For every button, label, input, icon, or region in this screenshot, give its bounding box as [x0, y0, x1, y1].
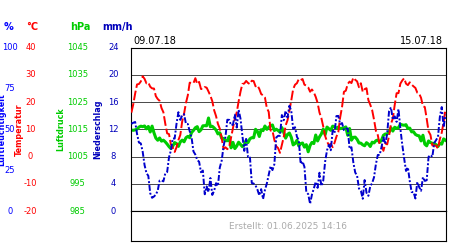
Text: mm/h: mm/h: [103, 22, 133, 32]
Text: °C: °C: [26, 22, 38, 32]
Text: 25: 25: [4, 166, 15, 175]
Text: 0: 0: [7, 207, 13, 216]
Text: 0: 0: [28, 152, 33, 161]
Text: hPa: hPa: [70, 22, 90, 32]
Text: 40: 40: [25, 43, 36, 52]
Text: 30: 30: [25, 70, 36, 79]
Text: %: %: [4, 22, 13, 32]
Text: Niederschlag: Niederschlag: [94, 100, 103, 159]
Text: 985: 985: [69, 207, 86, 216]
Text: Erstellt: 01.06.2025 14:16: Erstellt: 01.06.2025 14:16: [230, 222, 347, 231]
Text: Temperatur: Temperatur: [15, 103, 24, 156]
Text: 09.07.18: 09.07.18: [134, 36, 176, 46]
Text: 1045: 1045: [67, 43, 88, 52]
Text: 12: 12: [108, 125, 119, 134]
Text: 100: 100: [2, 43, 18, 52]
Text: 1025: 1025: [67, 98, 88, 106]
Text: 15.07.18: 15.07.18: [400, 36, 443, 46]
Text: -10: -10: [24, 180, 37, 188]
Text: 4: 4: [111, 180, 116, 188]
Text: -20: -20: [24, 207, 37, 216]
Text: Luftfeuchtigkeit: Luftfeuchtigkeit: [0, 93, 6, 166]
Text: 16: 16: [108, 98, 119, 106]
Text: 1035: 1035: [67, 70, 88, 79]
Text: 1015: 1015: [67, 125, 88, 134]
Text: 995: 995: [69, 180, 85, 188]
Text: 1005: 1005: [67, 152, 88, 161]
Text: 20: 20: [108, 70, 119, 79]
Text: 8: 8: [111, 152, 116, 161]
Text: 20: 20: [25, 98, 36, 106]
Text: 0: 0: [111, 207, 116, 216]
Text: 75: 75: [4, 84, 15, 93]
Text: Luftdruck: Luftdruck: [56, 108, 65, 151]
Text: 10: 10: [25, 125, 36, 134]
Text: 50: 50: [4, 125, 15, 134]
Text: 24: 24: [108, 43, 119, 52]
